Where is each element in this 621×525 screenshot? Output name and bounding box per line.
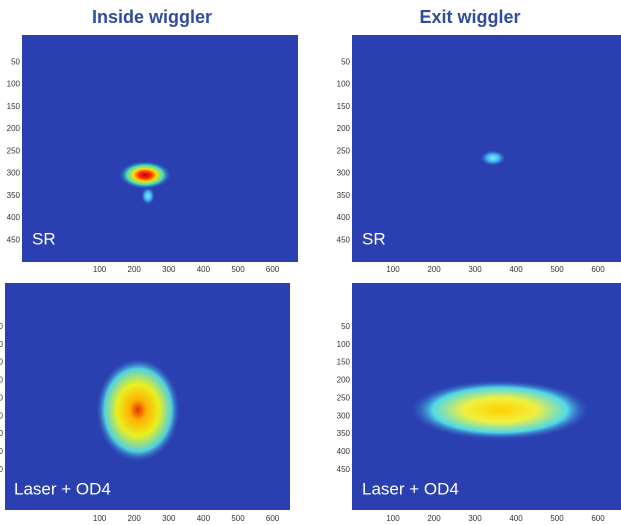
panel-label: Laser + OD4 (362, 479, 459, 498)
beam-spot (141, 187, 155, 205)
x-tick-label: 100 (93, 265, 107, 274)
x-tick-label: 500 (231, 514, 245, 523)
column-title: Inside wiggler (92, 7, 212, 27)
y-tick-label: 350 (337, 191, 351, 200)
y-tick-label: 350 (337, 429, 351, 438)
y-tick-label: 400 (337, 213, 351, 222)
y-tick-label: 200 (337, 124, 351, 133)
y-tick-label: 300 (0, 411, 4, 420)
y-tick-label: 50 (11, 57, 20, 66)
y-tick-label: 50 (341, 57, 350, 66)
y-tick-label: 250 (337, 146, 351, 155)
column-title: Exit wiggler (419, 7, 520, 27)
x-tick-label: 600 (266, 265, 280, 274)
y-tick-label: 350 (0, 429, 4, 438)
y-tick-label: 100 (0, 340, 4, 349)
y-tick-label: 250 (337, 393, 351, 402)
y-tick-label: 100 (7, 80, 21, 89)
x-tick-label: 300 (162, 514, 176, 523)
y-tick-label: 400 (337, 447, 351, 456)
x-tick-label: 400 (509, 514, 523, 523)
y-tick-label: 350 (7, 191, 21, 200)
y-tick-label: 450 (7, 235, 21, 244)
y-tick-label: 400 (7, 213, 21, 222)
x-tick-label: 300 (162, 265, 176, 274)
y-tick-label: 200 (0, 376, 4, 385)
y-tick-label: 200 (337, 376, 351, 385)
y-tick-label: 250 (7, 146, 21, 155)
x-tick-label: 200 (427, 265, 441, 274)
y-tick-label: 100 (337, 80, 351, 89)
image (352, 35, 621, 262)
y-tick-label: 300 (7, 169, 21, 178)
x-tick-label: 100 (386, 265, 400, 274)
x-tick-label: 400 (509, 265, 523, 274)
x-tick-label: 500 (550, 265, 564, 274)
x-tick-label: 500 (231, 265, 245, 274)
beam-spot (96, 358, 180, 462)
x-tick-label: 400 (197, 514, 211, 523)
x-tick-label: 600 (591, 514, 605, 523)
y-tick-label: 450 (0, 465, 4, 474)
panel-label: Laser + OD4 (14, 479, 111, 498)
y-tick-label: 450 (337, 465, 351, 474)
beam-spot (119, 161, 171, 189)
image (22, 35, 298, 262)
y-tick-label: 150 (337, 102, 351, 111)
x-tick-label: 100 (93, 514, 107, 523)
x-tick-label: 600 (266, 514, 280, 523)
x-tick-label: 500 (550, 514, 564, 523)
y-tick-label: 300 (337, 169, 351, 178)
y-tick-label: 300 (337, 411, 351, 420)
y-tick-label: 150 (7, 102, 21, 111)
x-tick-label: 400 (197, 265, 211, 274)
x-tick-label: 200 (427, 514, 441, 523)
x-tick-label: 200 (128, 265, 142, 274)
y-tick-label: 50 (0, 322, 4, 331)
panel-label: SR (362, 229, 386, 248)
figure: Inside wiggler Exit wiggler SR SR Laser … (0, 0, 621, 525)
x-tick-label: 200 (128, 514, 142, 523)
y-tick-label: 50 (341, 322, 350, 331)
beam-spot (480, 150, 506, 166)
y-tick-label: 400 (0, 447, 4, 456)
panel-label: SR (32, 229, 56, 248)
y-tick-label: 250 (0, 393, 4, 402)
y-tick-label: 450 (337, 235, 351, 244)
beam-spot (410, 380, 590, 440)
x-tick-label: 600 (591, 265, 605, 274)
x-tick-label: 100 (386, 514, 400, 523)
y-tick-label: 200 (7, 124, 21, 133)
x-tick-label: 300 (468, 514, 482, 523)
y-tick-label: 100 (337, 340, 351, 349)
y-tick-label: 150 (0, 358, 4, 367)
x-tick-label: 300 (468, 265, 482, 274)
y-tick-label: 150 (337, 358, 351, 367)
